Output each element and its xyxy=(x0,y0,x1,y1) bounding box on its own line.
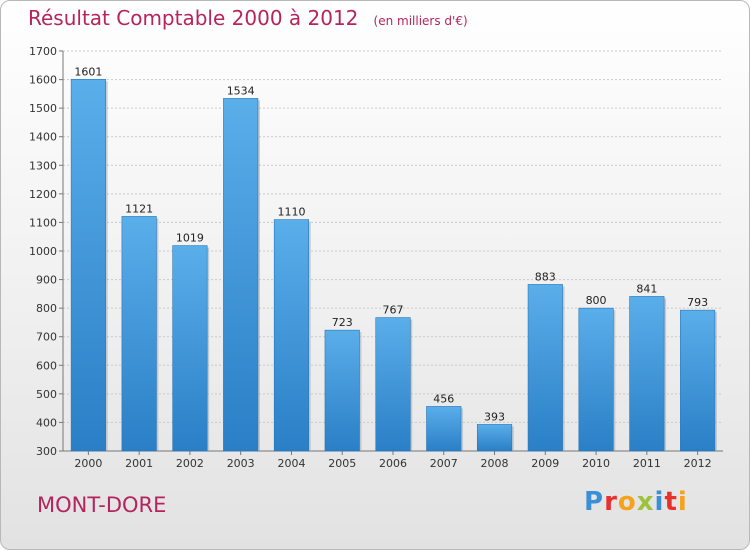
x-tick-label: 2005 xyxy=(328,457,356,470)
commune-name: MONT-DORE xyxy=(37,493,167,517)
bar-value-label: 393 xyxy=(484,410,505,423)
x-tick-label: 2009 xyxy=(531,457,559,470)
logo-letter: i xyxy=(654,487,665,517)
chart-subtitle: (en milliers d'€) xyxy=(373,14,468,28)
bar-value-label: 1110 xyxy=(277,206,305,219)
x-tick-label: 2006 xyxy=(379,457,407,470)
y-tick-label: 1000 xyxy=(29,245,57,258)
bar-value-label: 767 xyxy=(383,304,404,317)
x-tick-label: 2001 xyxy=(125,457,153,470)
logo-letter: x xyxy=(636,487,655,517)
bar-2007 xyxy=(426,406,462,452)
x-tick-label: 2008 xyxy=(481,457,509,470)
bar-2005 xyxy=(324,329,360,452)
proxiti-logo: Proxiti xyxy=(584,487,688,517)
bar-value-label: 793 xyxy=(687,296,708,309)
y-tick-label: 1500 xyxy=(29,102,57,115)
y-tick-label: 700 xyxy=(36,331,57,344)
x-tick-label: 2012 xyxy=(684,457,712,470)
y-tick-label: 1300 xyxy=(29,159,57,172)
y-tick-label: 1600 xyxy=(29,74,57,87)
bar-value-label: 800 xyxy=(586,294,607,307)
x-tick-label: 2007 xyxy=(430,457,458,470)
x-tick-label: 2003 xyxy=(227,457,255,470)
bar-chart: 300 400 500 600 700 800 900 1000 1100 1200 1300 140… xyxy=(29,45,723,470)
bar-value-label: 1019 xyxy=(176,232,204,245)
x-tick-label: 2000 xyxy=(74,457,102,470)
logo-letter: i xyxy=(677,487,688,517)
bar-2004 xyxy=(273,219,310,452)
bar-2010 xyxy=(578,307,614,452)
y-tick-label: 500 xyxy=(36,388,57,401)
logo-letter: t xyxy=(664,487,678,517)
y-tick-label: 1700 xyxy=(29,45,57,58)
bar-value-label: 1121 xyxy=(125,202,153,215)
y-tick-label: 1400 xyxy=(29,131,57,144)
y-tick-label: 1200 xyxy=(29,188,57,201)
bar-2001 xyxy=(121,216,157,452)
x-tick-label: 2010 xyxy=(582,457,610,470)
bar-value-label: 723 xyxy=(332,316,353,329)
x-tick-label: 2004 xyxy=(277,457,305,470)
bar-2003 xyxy=(223,98,259,452)
x-tick-label: 2002 xyxy=(176,457,204,470)
y-tick-label: 600 xyxy=(36,359,57,372)
y-tick-label: 1100 xyxy=(29,216,57,229)
bar-value-label: 841 xyxy=(636,282,657,295)
bar-value-label: 1534 xyxy=(227,84,255,97)
bar-2011 xyxy=(629,296,665,452)
logo-letter: o xyxy=(617,487,637,517)
bar-2000 xyxy=(70,78,106,452)
bar-2009 xyxy=(527,284,563,452)
bars xyxy=(70,78,717,452)
y-tick-label: 800 xyxy=(36,302,57,315)
y-tick-label: 900 xyxy=(36,274,57,287)
bar-2008 xyxy=(476,424,513,452)
logo-letter: r xyxy=(604,487,618,517)
y-tick-label: 400 xyxy=(36,416,57,429)
bar-value-label: 883 xyxy=(535,270,556,283)
y-axis: 300 400 500 600 700 800 900 1000 1100 1200 1300 140… xyxy=(29,45,723,458)
bar-2012 xyxy=(680,309,716,452)
labels: 1601 2000 1121 2001 1019 2002 1534 2003 1110 2004… xyxy=(74,65,711,470)
bar-2002 xyxy=(172,245,208,452)
y-tick-label: 300 xyxy=(36,445,57,458)
x-tick-label: 2011 xyxy=(633,457,661,470)
chart-title: Résultat Comptable 2000 à 2012 (en milli… xyxy=(28,6,468,30)
bar-2006 xyxy=(375,317,411,452)
bar-value-label: 1601 xyxy=(74,65,102,78)
chart-title-text: Résultat Comptable 2000 à 2012 xyxy=(28,6,359,30)
bar-value-label: 456 xyxy=(433,392,454,405)
logo-letter: P xyxy=(584,487,605,517)
